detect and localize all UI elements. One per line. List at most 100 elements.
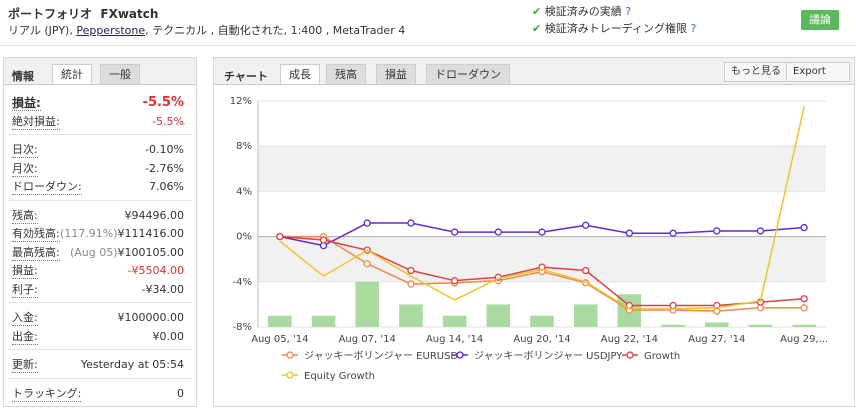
- stat-label: 月次:: [12, 161, 38, 177]
- stat-label: 損益:: [12, 96, 41, 111]
- point: [669, 229, 677, 237]
- panel-label: 情報: [12, 70, 34, 83]
- tab[interactable]: 損益: [376, 64, 416, 84]
- account-name: FXwatch: [100, 7, 159, 21]
- stat-label: 日次:: [12, 143, 38, 158]
- stat-number: 0: [177, 386, 184, 400]
- tab[interactable]: ドローダウン: [426, 64, 510, 84]
- point: [407, 280, 415, 288]
- discuss-button[interactable]: 議論: [801, 10, 839, 30]
- stat-value: -5.5%: [152, 115, 184, 129]
- stat-note: (Aug 05): [69, 245, 118, 259]
- y-tick-label: 0%: [236, 232, 252, 243]
- stat-label: 残高:: [12, 208, 38, 224]
- x-tick-label: Aug 05, '14: [251, 334, 308, 345]
- stat-value: ¥94496.00: [125, 209, 185, 223]
- stat-number: ¥100105.00: [117, 245, 184, 259]
- detail: , テクニカル , 自動化された, 1:400 , MetaTrader 4: [145, 24, 406, 37]
- tab[interactable]: 一般: [100, 64, 140, 84]
- y-tick-label: -8%: [233, 322, 252, 333]
- stat-label: 更新:: [12, 358, 38, 373]
- grid-band: [258, 146, 826, 192]
- separator: [8, 302, 192, 303]
- point: [538, 228, 546, 236]
- stat-number: -2.76%: [145, 161, 184, 175]
- stat-number: ¥94496.00: [124, 208, 185, 222]
- x-tick-label: Aug 20, '14: [513, 334, 570, 345]
- x-tick-label: Aug 22, '14: [601, 334, 658, 345]
- point: [319, 236, 328, 244]
- bar: [268, 315, 292, 327]
- stat-number: -5.5%: [152, 114, 184, 128]
- point: [713, 227, 721, 235]
- y-tick-label: 4%: [236, 186, 252, 197]
- stat-label: 損益:: [12, 264, 38, 279]
- point: [363, 219, 371, 227]
- legend-label: ジャッキーボリンジャー USDJPY: [474, 350, 623, 362]
- stat-label: 最高残高:: [12, 245, 60, 261]
- tab[interactable]: 成長: [280, 64, 320, 84]
- details: リアル (JPY), Pepperstone, テクニカル , 自動化された, …: [8, 22, 405, 38]
- point: [800, 295, 808, 303]
- x-tick-label: Aug 29,...: [780, 334, 828, 345]
- export-button[interactable]: Export: [786, 62, 850, 82]
- stat-value: Yesterday at 05:54: [81, 358, 184, 372]
- point: [625, 229, 634, 237]
- stat-note: (117.91%): [59, 227, 118, 240]
- separator: [8, 199, 192, 201]
- legend-label: ジャッキーボリンジャー EURUSD: [304, 350, 458, 362]
- stat-value: ¥0.00: [153, 330, 185, 344]
- legend-label: Equity Growth: [304, 371, 375, 382]
- legend-marker: [286, 351, 294, 359]
- stat-value: -5.5%: [143, 96, 184, 110]
- badges: ✔ 検証済みの実績 ? ✔ 検証済みトレーディング権限 ?: [532, 3, 696, 37]
- broker-link[interactable]: Pepperstone: [76, 24, 146, 37]
- point: [494, 228, 502, 236]
- stat-number: 7.06%: [149, 180, 184, 193]
- y-tick-label: -4%: [233, 277, 252, 288]
- legend-marker: [286, 371, 294, 379]
- stat-number: Yesterday at 05:54: [80, 358, 184, 371]
- stat-value: -¥34.00: [142, 283, 184, 297]
- bar: [486, 304, 511, 327]
- title-row: ポートフォリオ FXwatch: [8, 5, 158, 22]
- stat-number: ¥100000.00: [117, 311, 184, 324]
- legend-marker: [456, 351, 464, 359]
- stat-value: (117.91%)¥111416.00: [60, 227, 184, 241]
- point: [582, 221, 590, 229]
- badge: ✔ 検証済みトレーディング権限 ?: [532, 22, 697, 35]
- stat-number: -0.10%: [145, 143, 184, 156]
- point: [450, 228, 459, 236]
- bar: [311, 315, 336, 327]
- x-tick-label: Aug 27, '14: [688, 334, 745, 345]
- point: [756, 227, 765, 235]
- stat-label: 有効残高:: [12, 227, 60, 242]
- badge-text: 検証済みトレーディング権限: [544, 22, 687, 35]
- stat-label: 利子:: [12, 282, 38, 298]
- stats-panel: 情報 統計 一般 損益: -5.5% 絶対損益: -5.5% 日次: -0.10% 月次: -2.7…: [3, 57, 197, 407]
- point: [669, 301, 677, 310]
- point: [800, 223, 808, 232]
- stat-label: 入金:: [12, 311, 38, 326]
- bar: [355, 281, 380, 327]
- legend-label: Growth: [644, 351, 680, 362]
- title: ポートフォリオ: [8, 7, 93, 21]
- stat-value: -2.76%: [145, 162, 184, 176]
- tab[interactable]: 統計: [52, 64, 92, 84]
- legend-marker: [626, 351, 634, 359]
- stat-number: -¥5504.00: [127, 264, 184, 277]
- bar: [792, 324, 816, 327]
- badge: ✔ 検証済みの実績 ?: [532, 5, 632, 18]
- point: [407, 266, 415, 275]
- point: [582, 266, 590, 275]
- point: [363, 260, 371, 268]
- tab[interactable]: 残高: [326, 64, 366, 84]
- stat-value: (Aug 05)¥100105.00: [70, 246, 184, 260]
- point: [276, 232, 284, 241]
- badge-text: 検証済みの実績: [544, 5, 622, 18]
- bar: [748, 324, 773, 327]
- divider: [0, 45, 856, 46]
- series-line: [279, 106, 805, 310]
- x-tick-label: Aug 14, '14: [426, 334, 483, 345]
